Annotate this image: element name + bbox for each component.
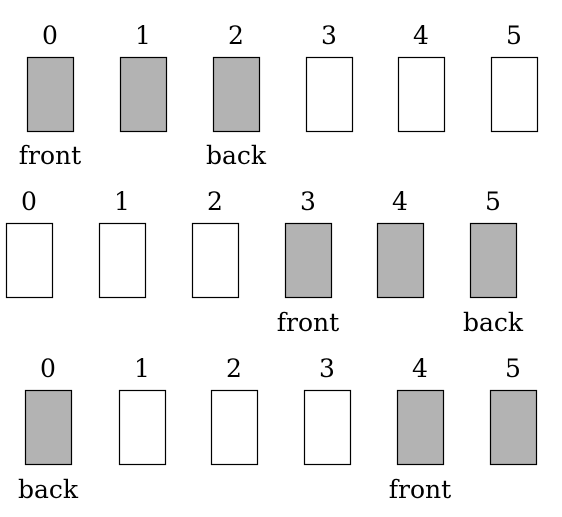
empty-cell: [118, 389, 167, 466]
empty-cell: [303, 389, 352, 466]
front-pointer-label: front: [19, 141, 81, 170]
filled-cell: [396, 389, 445, 466]
back-pointer-label: back: [463, 308, 524, 337]
cell-index-label: 3: [321, 21, 337, 50]
cell-index-label: 0: [40, 354, 56, 383]
empty-cell: [98, 222, 147, 299]
cell-index-label: 4: [392, 187, 408, 216]
cell-index-label: 3: [319, 354, 335, 383]
empty-cell: [490, 56, 539, 133]
cell-index-label: 2: [228, 21, 244, 50]
empty-cell: [191, 222, 240, 299]
front-pointer-label: front: [389, 475, 451, 504]
cell-index-label: 4: [413, 21, 429, 50]
cell-index-label: 5: [506, 21, 522, 50]
cell-index-label: 4: [412, 354, 428, 383]
filled-cell: [24, 389, 73, 466]
cell-index-label: 2: [207, 187, 223, 216]
back-pointer-label: back: [206, 141, 267, 170]
empty-cell: [305, 56, 354, 133]
cell-index-label: 3: [300, 187, 316, 216]
queue-row-0: 0 1 2 3 4 5 front back: [19, 21, 539, 170]
filled-cell: [119, 56, 168, 133]
front-pointer-label: front: [277, 308, 339, 337]
queue-row-2: 0 1 2 3 4 5 back front: [18, 354, 538, 504]
filled-cell: [212, 56, 261, 133]
cell-index-label: 5: [505, 354, 521, 383]
cell-index-label: 1: [114, 187, 130, 216]
filled-cell: [26, 56, 75, 133]
queue-row-1: 0 1 2 3 4 5 front back: [5, 187, 524, 337]
cell-index-label: 0: [21, 187, 37, 216]
empty-cell: [397, 56, 446, 133]
filled-cell: [489, 389, 538, 466]
cell-index-label: 0: [42, 21, 58, 50]
back-pointer-label: back: [18, 475, 79, 504]
cell-index-label: 5: [485, 187, 501, 216]
cell-index-label: 1: [134, 354, 150, 383]
cell-index-label: 1: [135, 21, 151, 50]
empty-cell: [210, 389, 259, 466]
filled-cell: [284, 222, 333, 299]
cell-index-label: 2: [226, 354, 242, 383]
empty-cell: [5, 222, 54, 299]
filled-cell: [469, 222, 518, 299]
filled-cell: [376, 222, 425, 299]
